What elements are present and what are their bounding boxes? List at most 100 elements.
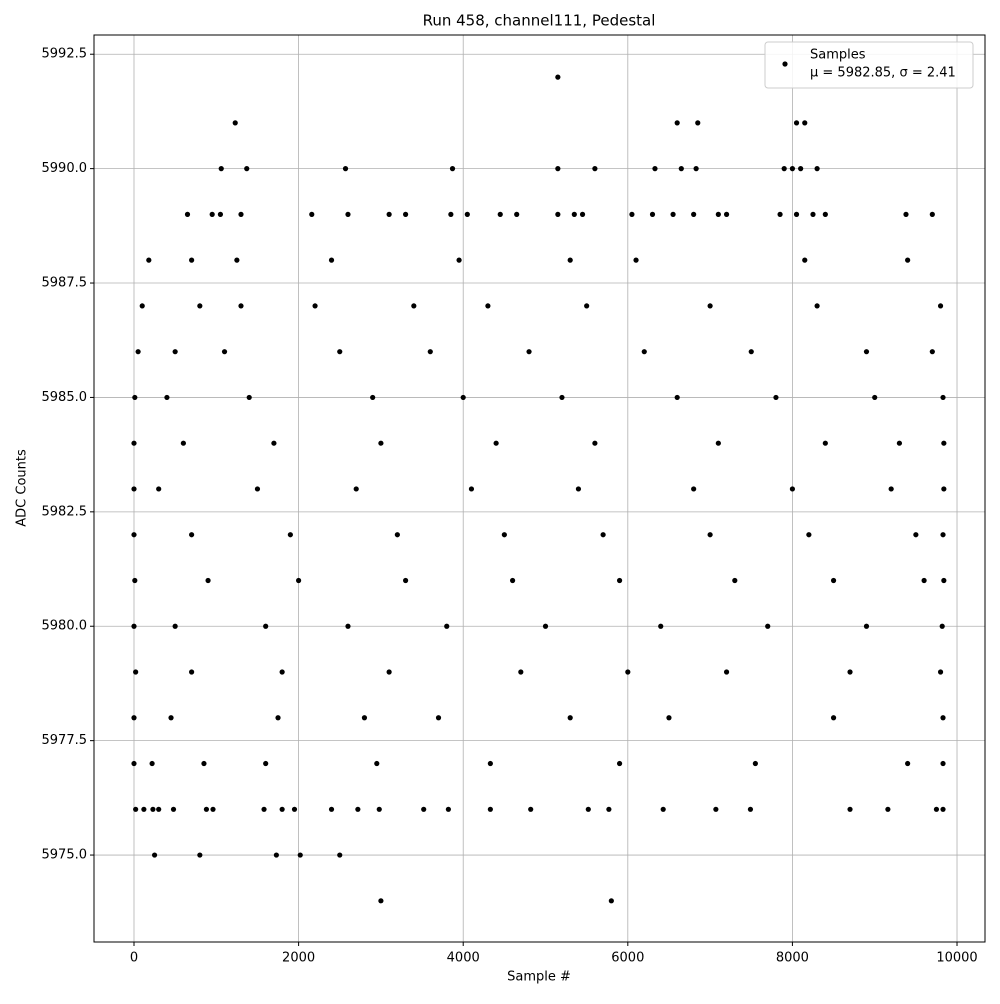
data-point [394, 532, 400, 538]
data-point [641, 349, 647, 355]
data-point [501, 532, 507, 538]
data-point [217, 211, 224, 217]
data-point [940, 532, 946, 538]
data-point [937, 669, 944, 675]
data-point [806, 532, 812, 538]
legend-label: Samples [810, 48, 866, 63]
data-point [279, 669, 285, 675]
data-point [847, 806, 853, 812]
data-point [863, 349, 870, 355]
y-tick-label: 5992.5 [42, 47, 88, 62]
data-point [370, 394, 376, 401]
data-point [345, 211, 351, 217]
data-point [629, 211, 635, 217]
data-point [246, 394, 252, 401]
data-point [263, 623, 269, 629]
data-point [402, 211, 409, 217]
data-point [903, 211, 909, 217]
data-point [460, 394, 466, 401]
data-point [571, 211, 577, 217]
data-point [616, 760, 623, 767]
data-point [172, 349, 178, 355]
plot-frame [93, 34, 986, 943]
data-point [131, 440, 137, 446]
data-point [386, 211, 392, 217]
data-point [170, 806, 177, 812]
data-point [933, 806, 940, 812]
data-point [526, 349, 532, 355]
data-point [670, 211, 676, 217]
data-point [937, 303, 944, 309]
data-point [141, 806, 147, 812]
data-point [273, 852, 279, 858]
data-point [941, 486, 947, 492]
data-point [189, 257, 195, 263]
data-point [518, 669, 524, 675]
data-point [555, 74, 561, 80]
x-tick-label: 2000 [282, 951, 315, 966]
data-point [287, 532, 293, 538]
data-point [132, 394, 138, 401]
data-point [261, 806, 267, 812]
data-point [691, 486, 697, 492]
data-point [885, 806, 891, 812]
data-point [378, 440, 384, 446]
x-axis-label: Sample # [507, 970, 571, 985]
data-point [575, 486, 582, 492]
data-point [449, 166, 456, 172]
data-point [131, 486, 137, 492]
data-point [168, 715, 174, 721]
data-point [555, 166, 561, 172]
data-point [616, 577, 623, 584]
data-point [355, 806, 361, 812]
data-point [941, 440, 947, 446]
data-point [468, 486, 475, 492]
chart-title: Run 458, channel111, Pedestal [423, 12, 656, 30]
data-point [421, 806, 427, 812]
data-point [830, 715, 837, 721]
data-point [493, 440, 499, 446]
data-point [271, 440, 277, 446]
data-point [342, 166, 349, 172]
data-point [830, 577, 837, 584]
data-point [131, 760, 137, 767]
data-point [297, 852, 303, 858]
data-point [847, 669, 853, 675]
data-point [625, 669, 631, 675]
data-point [487, 760, 493, 767]
data-point [353, 486, 359, 492]
data-point [427, 349, 433, 355]
data-point [487, 806, 493, 812]
data-point [296, 577, 302, 584]
x-tick-label: 6000 [611, 951, 644, 966]
data-point [514, 211, 520, 217]
y-tick-label: 5985.0 [42, 390, 88, 405]
y-tick-label: 5980.0 [42, 619, 88, 634]
x-tick-label: 0 [130, 951, 138, 966]
data-point [542, 623, 549, 629]
data-point [221, 349, 228, 355]
data-point [678, 166, 684, 172]
data-point [528, 806, 534, 812]
data-point [139, 303, 145, 309]
data-point [132, 577, 138, 584]
data-point [802, 257, 808, 263]
data-point [184, 211, 191, 217]
data-point [810, 211, 816, 217]
data-point [164, 394, 170, 401]
data-point [172, 623, 178, 629]
data-point [131, 715, 137, 721]
data-point [275, 715, 281, 721]
data-point [666, 715, 672, 721]
data-point [707, 303, 713, 309]
y-tick-label: 5982.5 [42, 504, 88, 519]
data-point [309, 211, 315, 217]
data-point [456, 257, 462, 263]
data-point [822, 440, 828, 446]
data-point [723, 669, 730, 675]
data-point [940, 715, 946, 721]
data-point [203, 806, 210, 812]
data-point [559, 394, 565, 401]
data-point [448, 211, 454, 217]
data-point [150, 806, 156, 812]
